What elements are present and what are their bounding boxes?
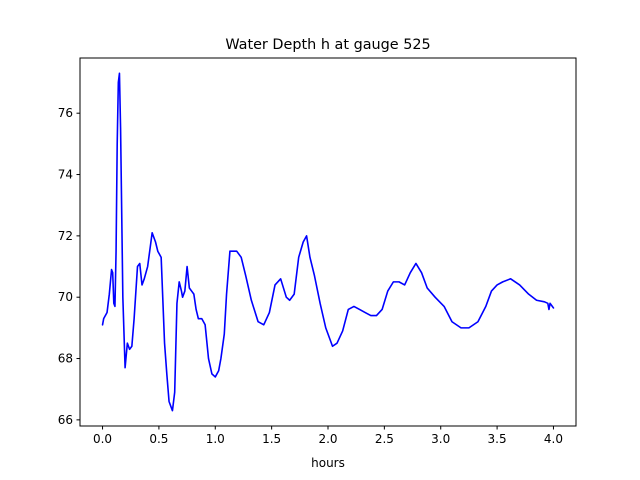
x-axis-title: hours: [311, 456, 345, 470]
x-tick-label: 2.0: [318, 432, 337, 446]
x-tick-label: 3.5: [488, 432, 507, 446]
y-tick-label: 68: [58, 352, 73, 366]
y-tick-label: 76: [58, 106, 73, 120]
y-tick-label: 74: [58, 168, 73, 182]
y-axis: 66 68 70 72 74 76: [58, 106, 80, 427]
y-tick-label: 70: [58, 290, 73, 304]
x-tick-label: 2.5: [375, 432, 394, 446]
x-tick-label: 4.0: [544, 432, 563, 446]
x-tick-label: 3.0: [431, 432, 450, 446]
x-axis: 0.0 0.5 1.0 1.5 2.0 2.5 3.0 3.5 4.0: [93, 426, 563, 446]
x-tick-label: 1.5: [262, 432, 281, 446]
plot-area: [101, 72, 555, 412]
chart-title: Water Depth h at gauge 525: [225, 37, 430, 53]
x-tick-label: 1.0: [206, 432, 225, 446]
x-tick-label: 0.5: [149, 432, 168, 446]
y-tick-label: 72: [58, 229, 73, 243]
axes-frame: [79, 57, 577, 427]
y-tick-label: 66: [58, 413, 73, 427]
x-tick-label: 0.0: [93, 432, 112, 446]
series-line-0: [101, 72, 555, 412]
